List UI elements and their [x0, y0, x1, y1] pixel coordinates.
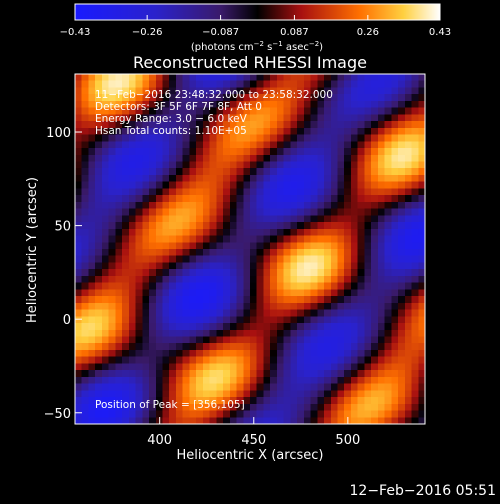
colorbar-ticks: −0.43 −0.26 −0.087 0.087 0.26 0.43 — [60, 15, 451, 38]
colorbar-tick-label: 0.26 — [357, 27, 379, 38]
x-axis-label: Heliocentric X (arcsec) — [177, 448, 324, 463]
footer-timestamp: 12−Feb−2016 05:51 — [350, 483, 497, 499]
y-axis-ticks: −50 0 50 100 — [44, 126, 82, 422]
y-axis-label: Heliocentric Y (arcsec) — [25, 177, 40, 323]
plot-frame — [74, 73, 426, 425]
y-tick-label: 100 — [46, 126, 71, 141]
peak-position-label: Position of Peak = [356,105] — [95, 399, 245, 411]
x-tick-label: 400 — [147, 433, 172, 448]
colorbar-units: (photons cm−2 s−1 asec−2) — [191, 40, 323, 53]
annotation-line: 11−Feb−2016 23:48:32.000 to 23:58:32.000 — [95, 89, 333, 101]
annotation-line: Hsan Total counts: 1.10E+05 — [95, 125, 247, 137]
colorbar — [74, 3, 441, 21]
colorbar-tick-label: −0.43 — [60, 27, 91, 38]
x-axis-ticks: 400 450 500 — [147, 417, 360, 448]
annotation-block: 11−Feb−2016 23:48:32.000 to 23:58:32.000… — [95, 89, 333, 137]
y-tick-label: −50 — [44, 407, 71, 422]
colorbar-tick-label: −0.087 — [202, 27, 239, 38]
annotation-line: Detectors: 3F 5F 6F 7F 8F, Att 0 — [95, 101, 262, 113]
colorbar-tick-label: 0.43 — [429, 27, 451, 38]
y-tick-label: 50 — [54, 220, 71, 235]
colorbar-tick-label: 0.087 — [280, 27, 309, 38]
heatmap-image — [75, 74, 425, 424]
y-tick-label: 0 — [63, 313, 71, 328]
x-tick-label: 500 — [335, 433, 360, 448]
chart-title: Reconstructed RHESSI Image — [133, 53, 367, 72]
annotation-line: Energy Range: 3.0 − 6.0 keV — [95, 113, 248, 125]
x-tick-label: 450 — [241, 433, 266, 448]
colorbar-tick-label: −0.26 — [132, 27, 163, 38]
